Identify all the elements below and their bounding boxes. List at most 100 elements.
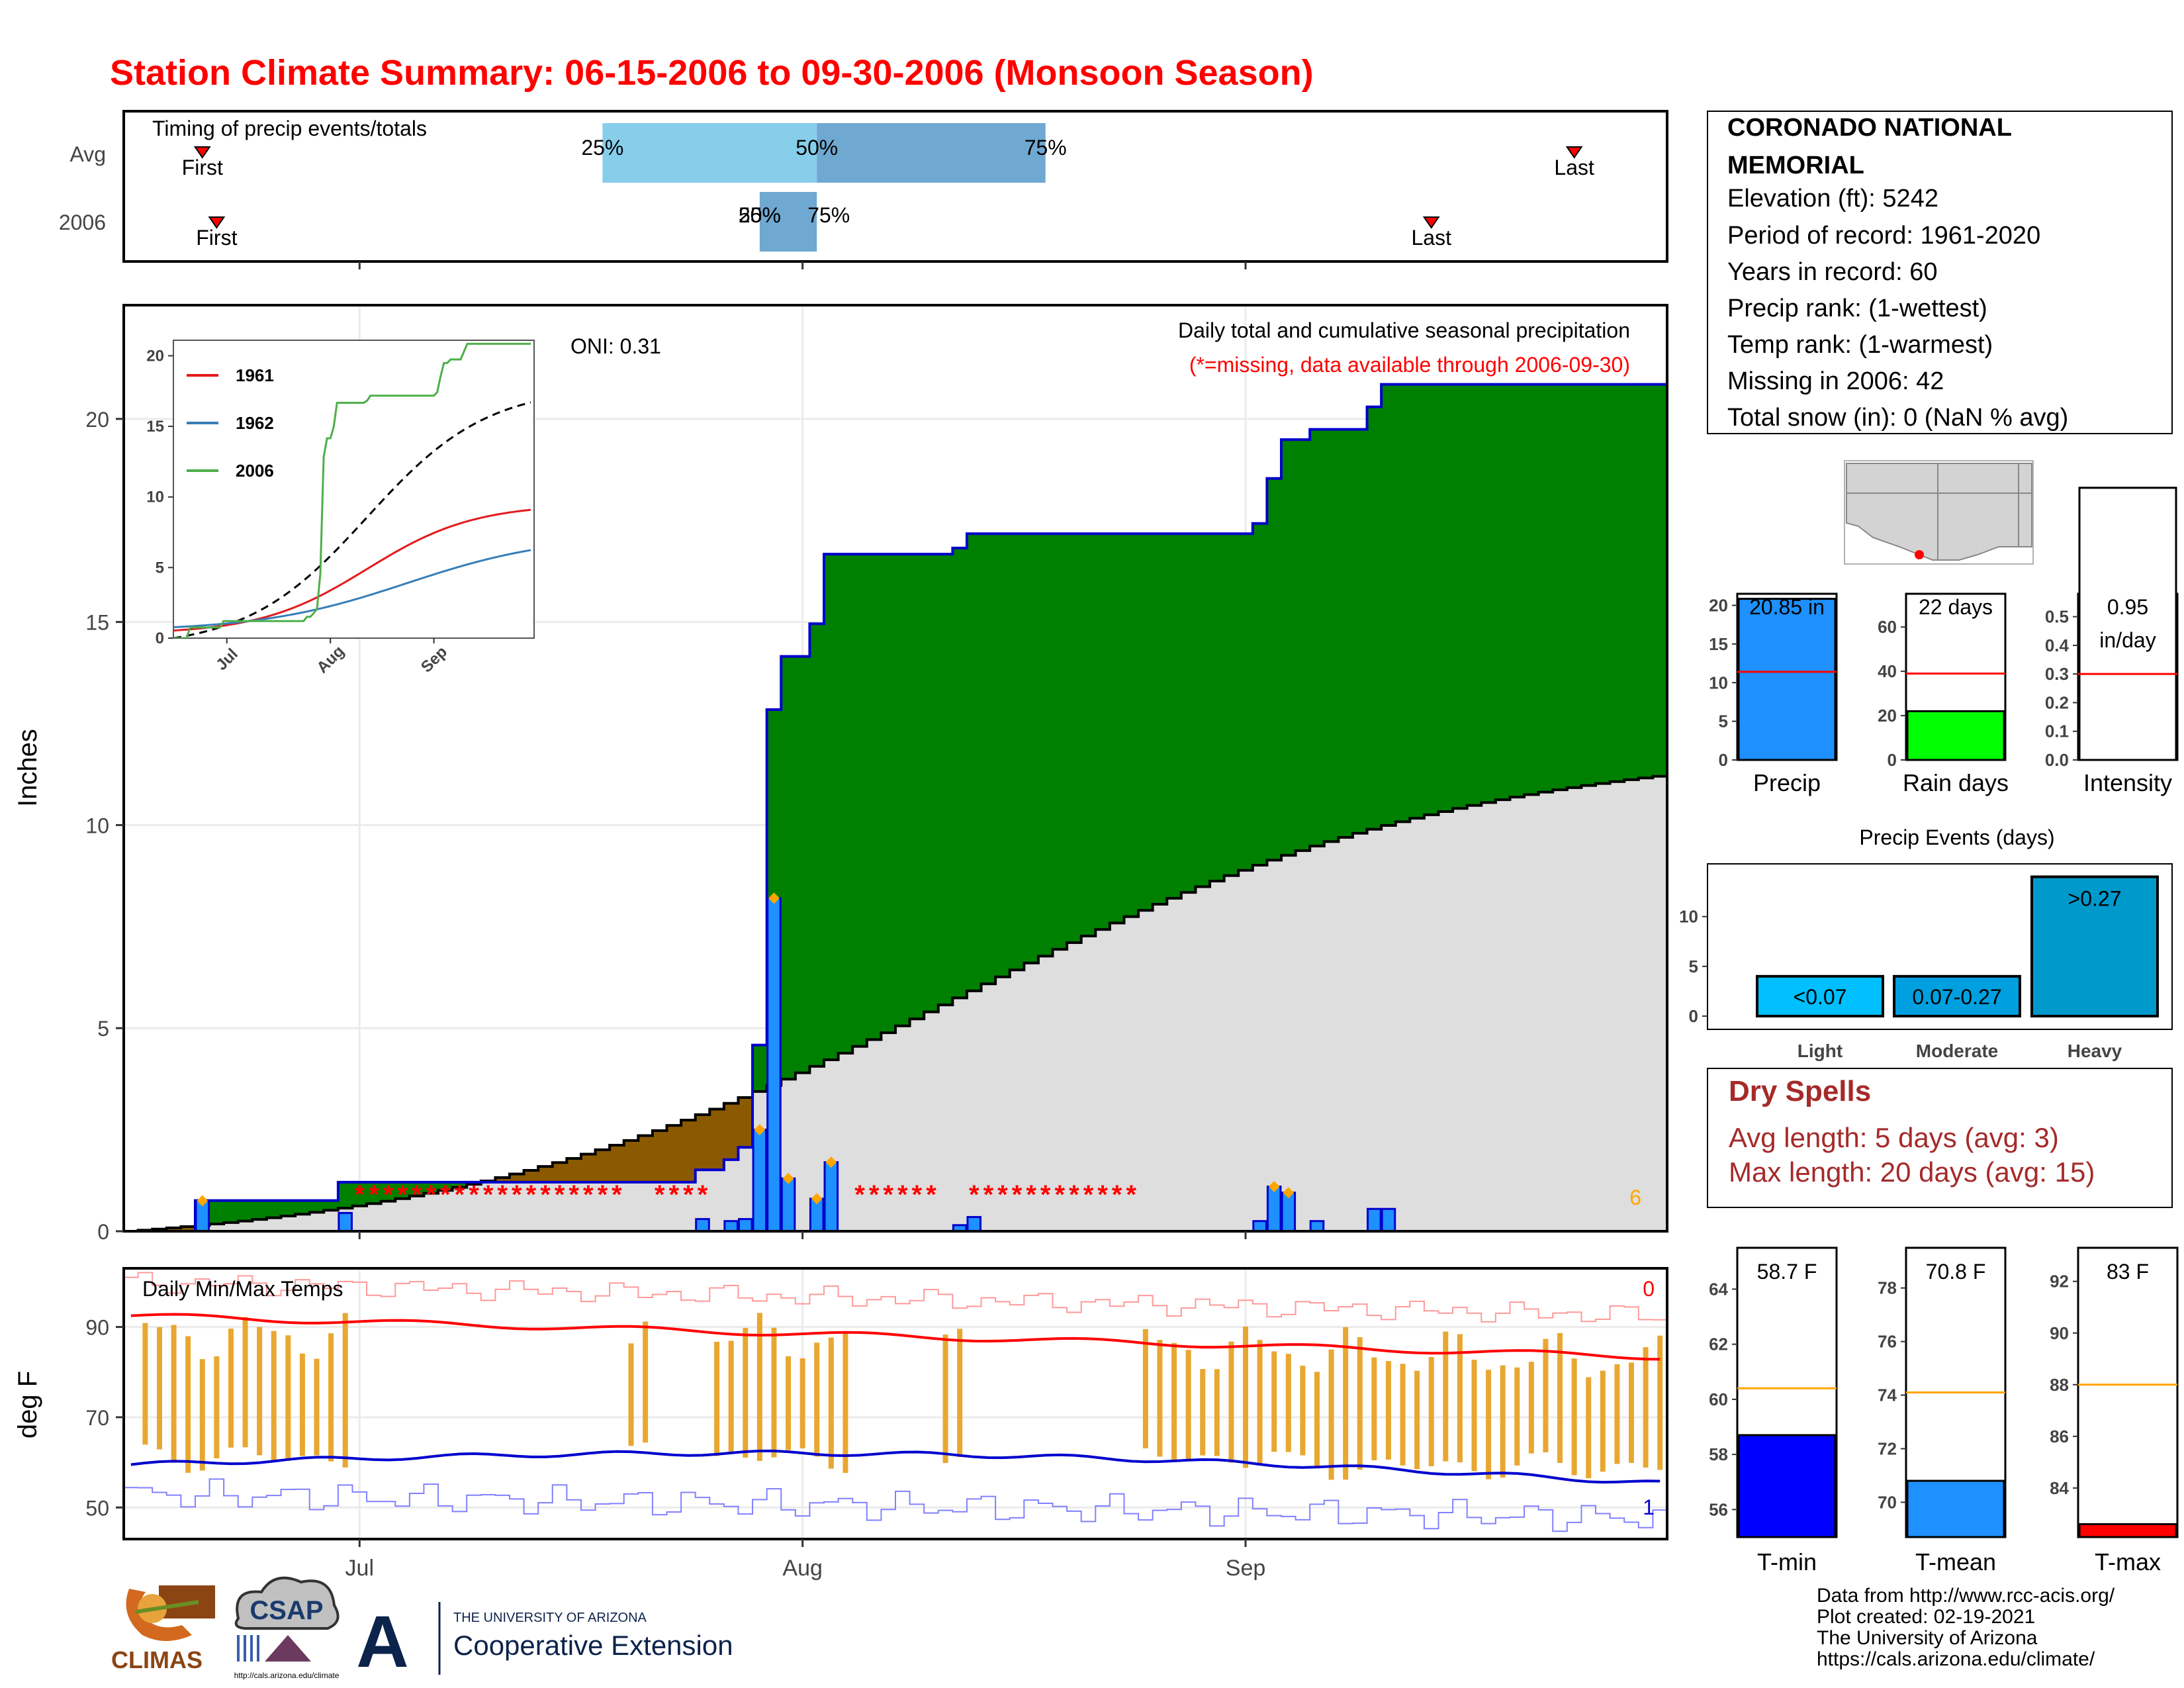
temp-bar-tick-label: 92 [2050, 1272, 2069, 1291]
temp-panel-label: Daily Min/Max Temps [142, 1277, 343, 1301]
university-of-arizona-logo: A THE UNIVERSITY OF ARIZONA Cooperative … [356, 1601, 733, 1683]
deficit-segment [166, 1227, 181, 1231]
missing-day-marker: * [1012, 1180, 1023, 1209]
daily-precip-bar [823, 1161, 839, 1231]
inset-line-1962 [173, 549, 531, 629]
surplus-segment [266, 1200, 282, 1218]
surplus-segment [209, 1200, 224, 1225]
surplus-segment [324, 1200, 339, 1211]
precip-y-axis-label: Inches [13, 729, 42, 807]
daily-precip-bar [338, 1211, 353, 1231]
temperature-summary-bars: 56 58 60 62 64 58.7 F T-min 70 72 74 76 78 70.8 F T-m… [1709, 1246, 2179, 1575]
deficit-segment [495, 1177, 510, 1182]
record-high-line [124, 1272, 1667, 1323]
temp-bar-tick-label: 70 [1878, 1492, 1897, 1512]
missing-day-marker: * [1040, 1180, 1051, 1209]
timing-first-label: First [196, 226, 237, 250]
summary-bar-tick-label: 15 [1709, 634, 1728, 654]
surplus-segment [881, 554, 896, 1033]
events-y-tick-label: 0 [1689, 1006, 1698, 1026]
temp-bar-tick-label: 86 [2050, 1427, 2069, 1446]
timing-row-2006-label: 2006 [59, 211, 106, 234]
missing-day-marker: * [369, 1180, 379, 1209]
temp-bar-label: T-mean [1915, 1548, 1996, 1575]
timing-last-marker [1422, 216, 1440, 229]
surplus-segment [1624, 384, 1639, 780]
timing-q25-label: 25% [739, 203, 781, 227]
missing-day-marker: * [683, 1180, 694, 1209]
footer: Data from http://www.rcc-acis.org/ Plot … [1817, 1585, 2115, 1670]
surplus-segment [224, 1200, 239, 1223]
temp-corner-top: 0 [1643, 1277, 1655, 1301]
surplus-segment [252, 1200, 267, 1220]
inset-legend-label: 2006 [236, 461, 274, 481]
events-y-tick-label: 5 [1689, 957, 1698, 976]
timing-last-label: Last [1554, 156, 1594, 179]
average-cumulative-line [124, 774, 1667, 1231]
deficit-segment [638, 1135, 653, 1182]
cumulative-2006-line [124, 383, 1667, 1231]
daily-precip-bar [1252, 1220, 1267, 1231]
surplus-segment [1181, 534, 1196, 893]
timing-q75-label: 75% [1024, 136, 1067, 160]
surplus-segment [1524, 384, 1539, 795]
summary-bar-value-label: 22 days [1919, 595, 1993, 619]
surplus-segment [1367, 406, 1382, 829]
dry-spells-frame [1707, 1068, 2173, 1208]
summary-bar-label: Rain days [1903, 769, 2009, 796]
summary-bar-tick-label: 0.1 [2045, 722, 2069, 741]
surplus-segment [1267, 478, 1282, 861]
surplus-segment [1009, 534, 1024, 970]
surplus-segment [1138, 534, 1154, 911]
summary-bar-tick-label: 20 [1709, 596, 1728, 616]
surplus-segment [1653, 384, 1667, 776]
surplus-segment [895, 554, 911, 1026]
temp-bar-value-label: 83 F [2107, 1260, 2149, 1284]
summary-bar-value [1906, 710, 2005, 761]
timing-q25-q50-bar [602, 123, 817, 183]
precip-y-tick-label: 20 [85, 408, 109, 432]
temp-bar-tick-label: 58 [1709, 1444, 1728, 1464]
surplus-segment [1538, 384, 1553, 792]
deficit-segment [595, 1149, 610, 1182]
precip-y-tick-label: 15 [85, 611, 109, 635]
surplus-segment [352, 1182, 367, 1206]
temp-bar-label: T-max [2095, 1548, 2161, 1575]
temp-bar-tick-label: 88 [2050, 1375, 2069, 1395]
surplus-segment [1495, 384, 1510, 800]
surplus-segment [295, 1200, 310, 1215]
temp-bar-value-label: 70.8 F [1926, 1260, 1986, 1284]
missing-day-marker: * [526, 1180, 537, 1209]
events-title: Precip Events (days) [1859, 825, 2054, 849]
timing-first-marker [208, 216, 226, 229]
inset-y-tick-label: 15 [146, 418, 164, 436]
surplus-segment [1610, 384, 1625, 782]
deficit-segment [610, 1145, 625, 1182]
inset-frame [173, 340, 535, 639]
missing-day-marker: * [926, 1180, 936, 1209]
summary-bar-value [1737, 598, 1837, 761]
surplus-segment [1381, 384, 1396, 825]
summary-bar-tick-label: 0.3 [2045, 664, 2069, 684]
deficit-segment [623, 1140, 639, 1182]
surplus-segment [1038, 534, 1054, 957]
temp-x-tick-label: Aug [782, 1556, 823, 1581]
summary-bar-tick-label: 0.4 [2045, 635, 2070, 655]
deficit-segment [510, 1174, 525, 1182]
summary-bar-tick-label: 20 [1878, 706, 1897, 726]
surplus-segment [952, 547, 968, 998]
daily-precip-bar [766, 897, 782, 1231]
ua-line1: THE UNIVERSITY OF ARIZONA [453, 1611, 647, 1625]
missing-day-marker: * [1083, 1180, 1094, 1209]
summary-bars: 0 5 10 15 20 20.85 in Precip 0 20 40 60 22 days Rain… [1709, 487, 2179, 796]
missing-day-marker: * [583, 1180, 594, 1209]
surplus-segment [338, 1182, 353, 1209]
station-elevation: Elevation (ft): 5242 [1727, 185, 1938, 212]
timing-q50-q75-bar [759, 192, 817, 252]
missing-day-marker: * [983, 1180, 994, 1209]
events-bar [1893, 974, 2021, 1017]
surplus-segment [409, 1182, 424, 1196]
inset-line-1961 [173, 508, 531, 632]
surplus-segment [1467, 384, 1482, 806]
temp-bar-tick-label: 56 [1709, 1499, 1728, 1519]
